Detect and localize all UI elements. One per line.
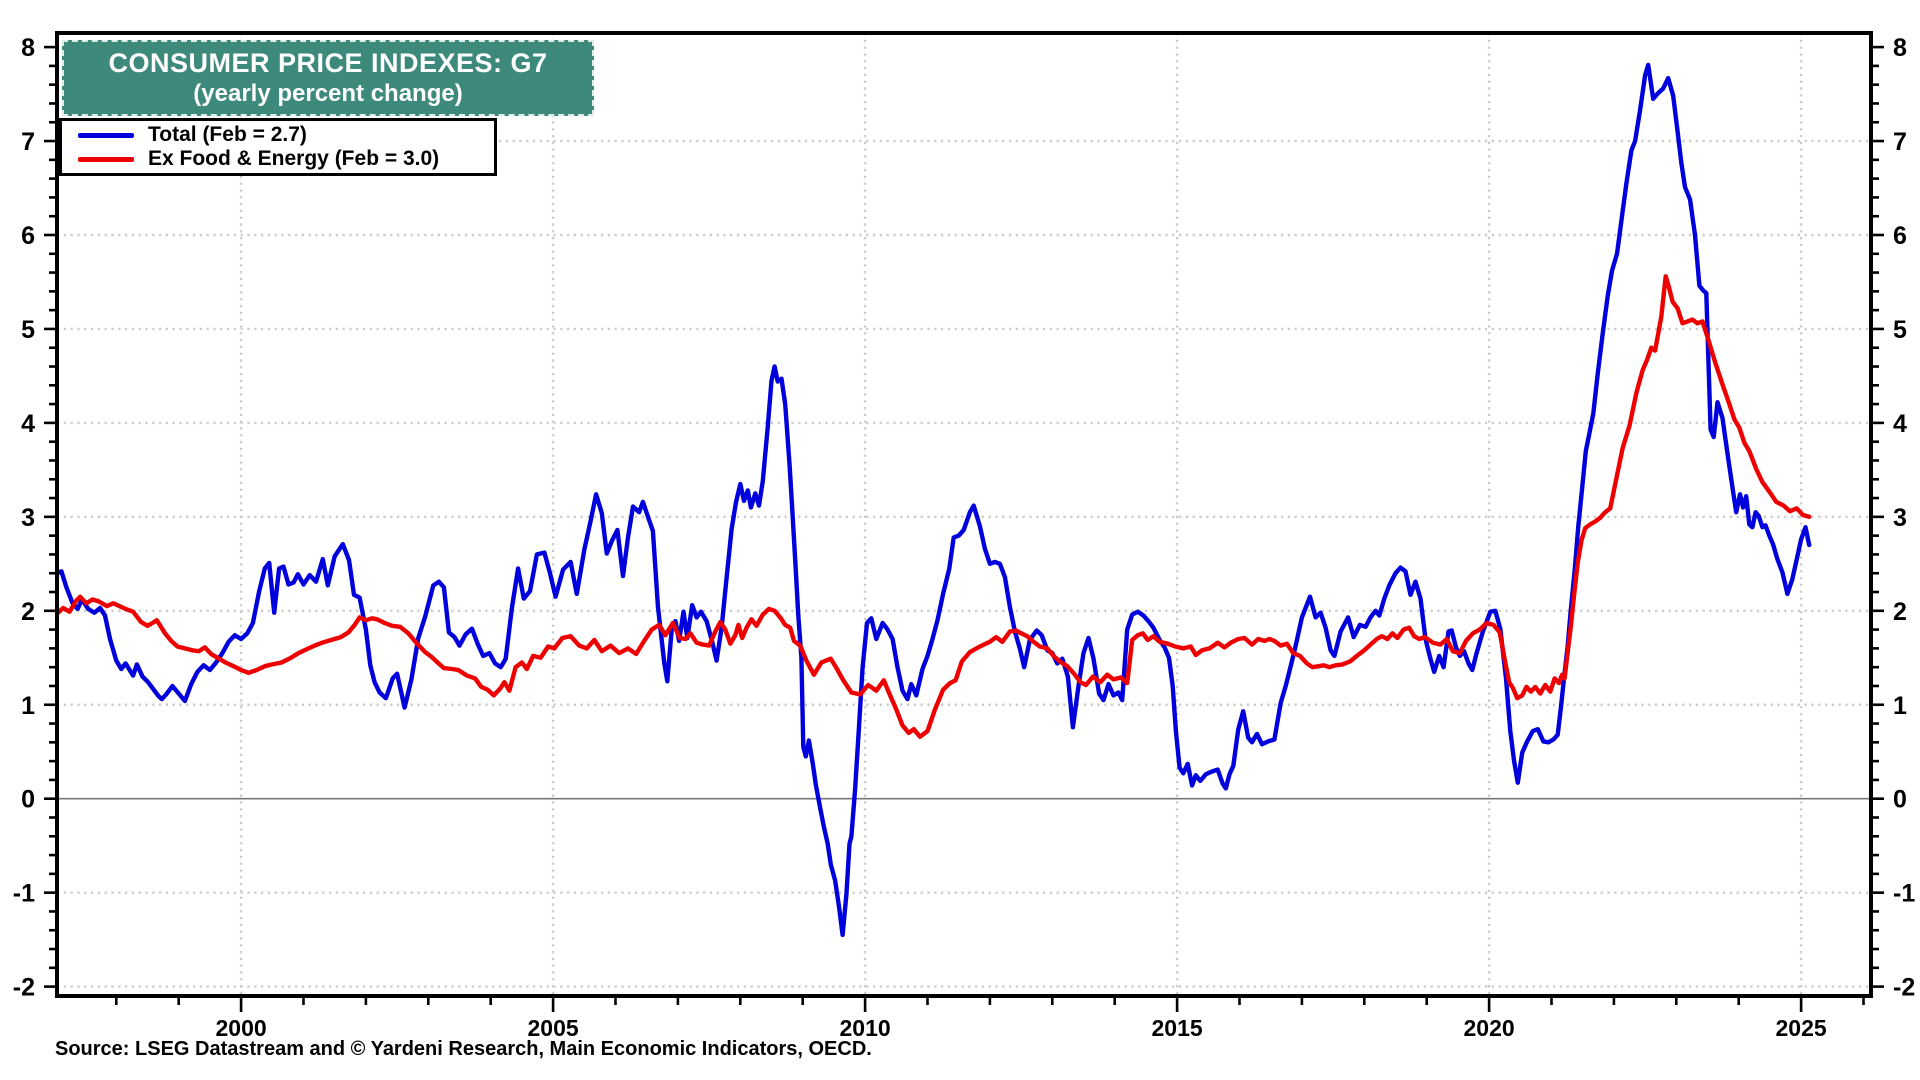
legend-label-total: Total (Feb = 2.7) (148, 123, 307, 146)
chart-title-box: CONSUMER PRICE INDEXES: G7 (yearly perce… (62, 40, 594, 116)
svg-text:6: 6 (1893, 222, 1907, 250)
svg-text:1: 1 (1893, 692, 1907, 720)
svg-text:-2: -2 (1893, 974, 1915, 1002)
svg-text:7: 7 (21, 128, 35, 156)
svg-text:8: 8 (21, 34, 35, 62)
svg-text:5: 5 (1893, 316, 1907, 344)
svg-text:0: 0 (21, 786, 35, 814)
total-line-swatch-icon (78, 132, 134, 138)
svg-text:0: 0 (1893, 786, 1907, 814)
svg-text:2010: 2010 (840, 1015, 891, 1041)
svg-text:2000: 2000 (215, 1015, 266, 1041)
svg-text:8: 8 (1893, 34, 1907, 62)
svg-text:2005: 2005 (528, 1015, 579, 1041)
chart-legend: Total (Feb = 2.7) Ex Food & Energy (Feb … (59, 118, 497, 176)
source-attribution: Source: LSEG Datastream and © Yardeni Re… (55, 1038, 872, 1060)
svg-text:1: 1 (21, 692, 35, 720)
svg-text:3: 3 (21, 504, 35, 532)
legend-item-ex-food-energy: Ex Food & Energy (Feb = 3.0) (62, 147, 494, 171)
svg-text:2: 2 (21, 598, 35, 626)
svg-text:4: 4 (21, 410, 35, 438)
legend-label-ex-food-energy: Ex Food & Energy (Feb = 3.0) (148, 147, 440, 170)
svg-text:4: 4 (1893, 410, 1907, 438)
chart-title: CONSUMER PRICE INDEXES: G7 (108, 47, 548, 78)
legend-item-total: Total (Feb = 2.7) (62, 123, 494, 147)
svg-text:-1: -1 (1893, 880, 1915, 908)
svg-text:5: 5 (21, 316, 35, 344)
svg-text:2020: 2020 (1464, 1015, 1515, 1041)
svg-text:3: 3 (1893, 504, 1907, 532)
svg-text:2025: 2025 (1776, 1015, 1827, 1041)
svg-text:2015: 2015 (1152, 1015, 1203, 1041)
svg-text:6: 6 (21, 222, 35, 250)
ex-food-energy-line-swatch-icon (78, 156, 134, 162)
svg-text:-2: -2 (13, 974, 35, 1002)
chart-subtitle: (yearly percent change) (193, 80, 463, 108)
svg-text:2: 2 (1893, 598, 1907, 626)
svg-text:7: 7 (1893, 128, 1907, 156)
svg-text:-1: -1 (13, 880, 35, 908)
